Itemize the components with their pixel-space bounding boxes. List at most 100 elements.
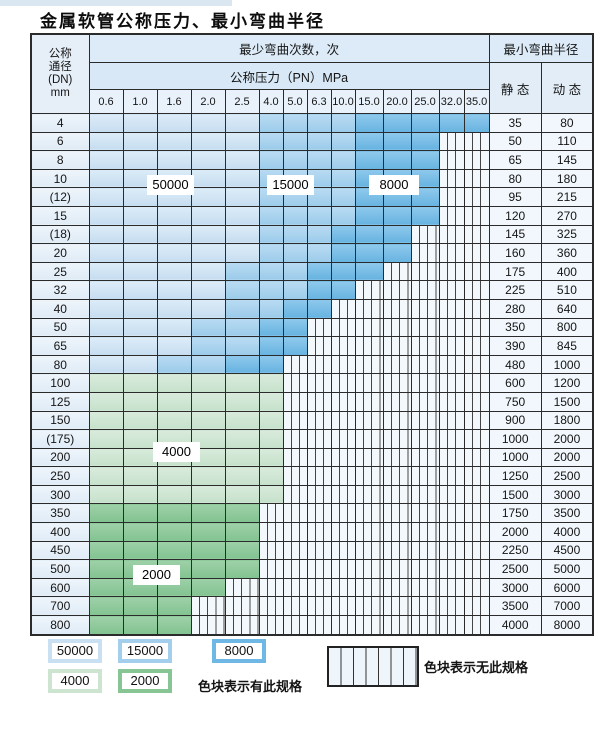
spec-cell [122, 205, 158, 226]
no-spec-cell [382, 373, 412, 393]
no-spec-cell [306, 484, 332, 505]
static-radius-cell: 35 [488, 113, 542, 133]
spec-cell [382, 205, 412, 226]
spec-cell [88, 373, 124, 393]
spec-cell [88, 429, 124, 449]
no-spec-cell [258, 540, 284, 561]
spec-cell [122, 466, 158, 486]
legend-swatch-8000: 8000 [212, 639, 266, 663]
dynamic-radius-cell: 360 [540, 243, 594, 263]
no-spec-cell [382, 540, 412, 561]
dynamic-radius-cell: 1800 [540, 410, 594, 431]
table-row: 8 65 145 [30, 150, 594, 170]
spec-cell [88, 540, 124, 561]
no-spec-cell [463, 503, 490, 524]
spec-cell [258, 280, 284, 300]
no-spec-cell [282, 429, 308, 449]
static-radius-cell: 2250 [488, 540, 542, 561]
table-row: 25 175 400 [30, 261, 594, 282]
static-radius-cell: 175 [488, 261, 542, 282]
min-bend-radius-header: 最小弯曲半径 [488, 33, 594, 63]
no-spec-cell [463, 336, 490, 356]
no-spec-cell [410, 391, 440, 412]
spec-cell [190, 298, 226, 319]
no-spec-cell [258, 596, 284, 617]
page-title: 金属软管公称压力、最小弯曲半径 [40, 12, 325, 32]
spec-cell [190, 391, 226, 412]
no-spec-cell [282, 540, 308, 561]
spec-cell [190, 205, 226, 226]
no-spec-cell [382, 391, 412, 412]
no-spec-cell [330, 354, 356, 375]
spec-cell [354, 224, 384, 245]
spec-cell [156, 596, 192, 617]
header-row-2: 公称压力（PN）MPa 静 态 动 态 [31, 62, 594, 114]
spec-cell [224, 205, 260, 226]
no-spec-cell [410, 261, 440, 282]
spec-cell [190, 503, 226, 524]
no-spec-cell [463, 577, 490, 598]
pressure-column-header: 10.0 [330, 89, 356, 114]
no-spec-cell [282, 373, 308, 393]
no-spec-cell [354, 298, 384, 319]
spec-cell [122, 317, 158, 338]
spec-cell [258, 484, 284, 505]
spec-cell [282, 113, 308, 133]
no-spec-cell [438, 168, 465, 189]
no-spec-cell [282, 466, 308, 486]
table-row: 500 2500 5000 [30, 559, 594, 579]
spec-cell [224, 224, 260, 245]
no-spec-cell [306, 596, 332, 617]
no-spec-cell [463, 150, 490, 170]
spec-cell [156, 113, 192, 133]
static-radius-cell: 350 [488, 317, 542, 338]
spec-cell [190, 168, 226, 189]
spec-cell [258, 429, 284, 449]
spec-cell [382, 150, 412, 170]
no-spec-cell [282, 522, 308, 542]
no-spec-cell [330, 447, 356, 468]
spec-cell [282, 298, 308, 319]
spec-cell [224, 298, 260, 319]
dynamic-radius-cell: 8000 [540, 615, 594, 636]
table-row: 125 750 1500 [30, 391, 594, 412]
no-spec-cell [330, 410, 356, 431]
no-spec-cell [306, 317, 332, 338]
static-radius-cell: 480 [488, 354, 542, 375]
pressure-column-header: 1.0 [122, 89, 158, 114]
no-spec-cell [306, 503, 332, 524]
spec-cell [88, 522, 124, 542]
no-spec-cell [354, 280, 384, 300]
spec-cell [156, 224, 192, 245]
dynamic-radius-cell: 145 [540, 150, 594, 170]
spec-cell [354, 261, 384, 282]
spec-cell [190, 484, 226, 505]
spec-cell [330, 168, 356, 189]
no-spec-cell [438, 354, 465, 375]
dynamic-radius-cell: 2500 [540, 466, 594, 486]
spec-cell [156, 205, 192, 226]
no-spec-cell [410, 484, 440, 505]
no-spec-cell [410, 280, 440, 300]
static-column-header: 静 态 [488, 62, 542, 114]
static-radius-cell: 80 [488, 168, 542, 189]
dynamic-radius-cell: 2000 [540, 447, 594, 468]
table-row: (18) 145 325 [30, 224, 594, 245]
zone-label-15000: 15000 [267, 175, 314, 195]
no-spec-cell [258, 503, 284, 524]
min-bend-cycles-header: 最少弯曲次数，次 [88, 33, 490, 63]
spec-cell [122, 336, 158, 356]
spec-cell [306, 150, 332, 170]
spec-cell [258, 410, 284, 431]
spec-cell [330, 261, 356, 282]
no-spec-cell [354, 503, 384, 524]
spec-cell [156, 503, 192, 524]
pressure-column-header: 1.6 [156, 89, 192, 114]
dynamic-radius-cell: 1500 [540, 391, 594, 412]
spec-cell [330, 150, 356, 170]
no-spec-cell [463, 298, 490, 319]
dn-cell: 25 [30, 261, 90, 282]
spec-cell [224, 168, 260, 189]
dynamic-radius-cell: 400 [540, 261, 594, 282]
dn-cell: 20 [30, 243, 90, 263]
